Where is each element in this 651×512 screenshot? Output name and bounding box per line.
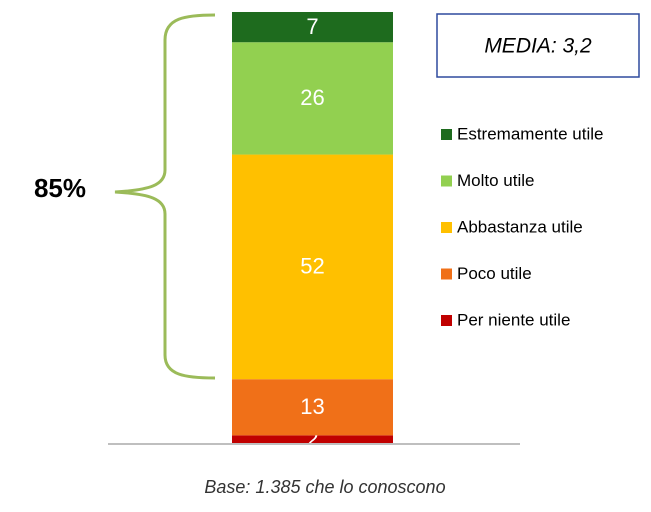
- legend-swatch: [441, 175, 452, 187]
- average-box: [436, 13, 640, 78]
- legend-label: Per niente utile: [457, 310, 570, 329]
- value-label: 13: [300, 394, 324, 419]
- brace: [114, 13, 216, 380]
- bar-segment: [232, 42, 393, 155]
- legend-label: Estremamente utile: [457, 124, 603, 143]
- legend-label: Abbastanza utile: [457, 217, 583, 236]
- legend-label: Poco utile: [457, 264, 532, 283]
- average-label: MEDIA: 3,2: [484, 35, 592, 58]
- value-label: 52: [300, 254, 324, 279]
- brace-label: 85%: [34, 173, 86, 203]
- bar-segment: [232, 12, 393, 43]
- value-label: 26: [300, 85, 324, 110]
- legend-swatch: [441, 315, 452, 326]
- legend-swatch: [441, 129, 452, 140]
- legend-swatch: [441, 222, 452, 233]
- bar-segment: [232, 379, 393, 436]
- value-label: 7: [306, 14, 318, 39]
- bar-segment: [232, 435, 393, 444]
- footnote: Base: 1.385 che lo conoscono: [204, 477, 445, 497]
- legend-label: Molto utile: [457, 171, 534, 190]
- bar-segment: [232, 154, 393, 380]
- legend-swatch: [441, 268, 452, 280]
